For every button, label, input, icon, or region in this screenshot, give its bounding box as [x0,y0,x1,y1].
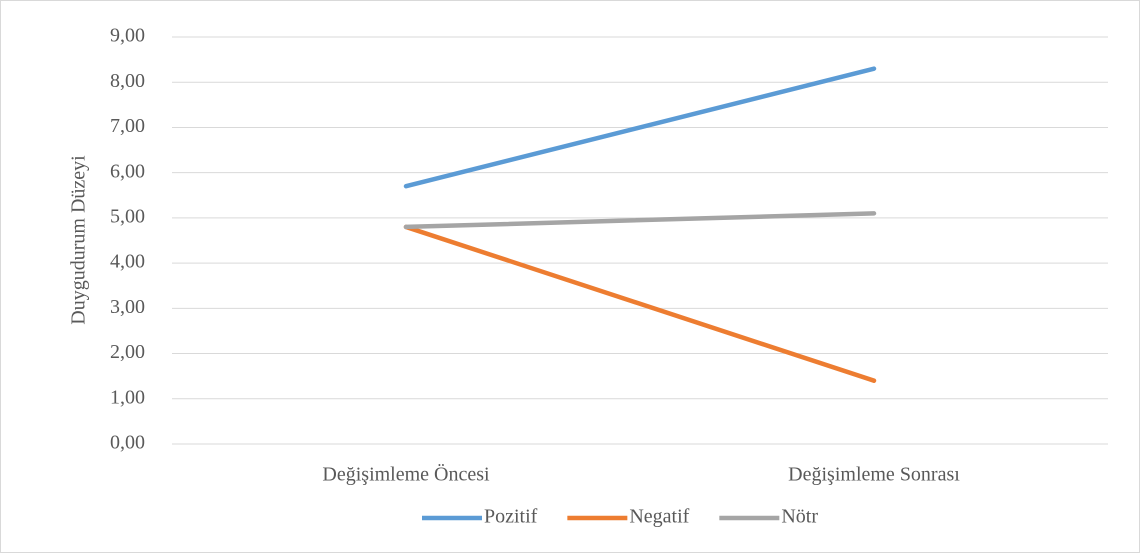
y-tick-label: 0,00 [110,432,145,454]
x-tick-label: Değişimleme Öncesi [322,463,490,486]
y-tick-label: 9,00 [110,25,145,47]
x-tick-label: Değişimleme Sonrası [788,464,960,486]
y-tick-label: 3,00 [110,296,145,318]
series-line [403,224,877,383]
y-axis-label: Duygudurum Düzeyi [68,155,90,325]
series-line [403,211,877,230]
legend-label: Nötr [781,506,818,528]
y-tick-label: 1,00 [110,386,145,408]
y-tick-label: 4,00 [110,251,145,273]
y-tick-label: 6,00 [110,160,145,182]
y-tick-label: 5,00 [110,205,145,227]
y-tick-label: 2,00 [110,341,145,363]
y-tick-label: 7,00 [110,115,145,137]
legend-label: Negatif [629,506,689,528]
series-line [403,66,877,189]
legend-label: Pozitif [484,506,538,528]
y-tick-label: 8,00 [110,70,145,92]
